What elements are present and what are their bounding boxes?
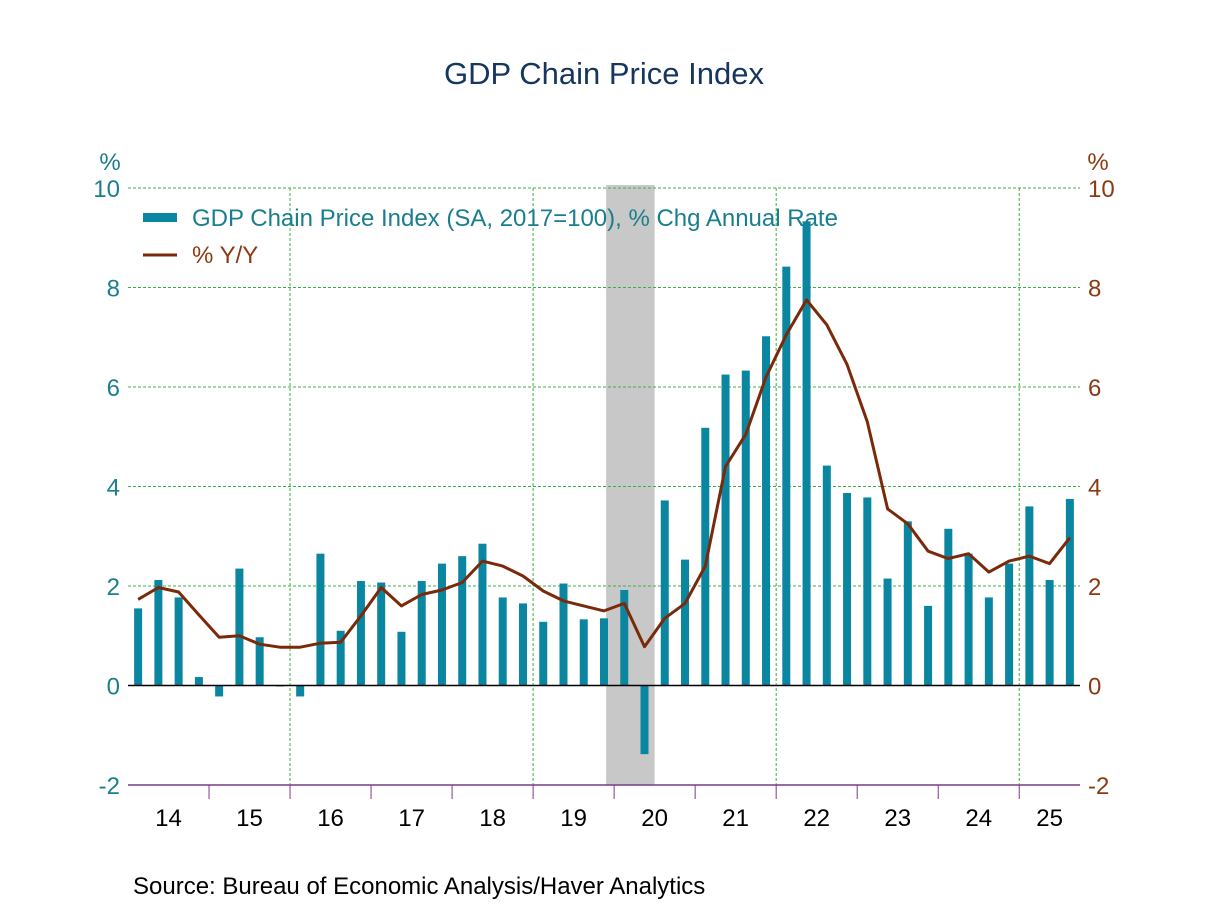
bar xyxy=(600,618,608,686)
bar xyxy=(741,370,750,686)
x-axis-tick-label: 19 xyxy=(560,805,587,832)
bar xyxy=(1065,498,1074,686)
bar xyxy=(356,581,365,686)
legend-label-bars: GDP Chain Price Index (SA, 2017=100), % … xyxy=(192,205,838,232)
bar xyxy=(296,685,305,697)
bar xyxy=(579,619,588,686)
bar xyxy=(539,621,548,686)
bar xyxy=(701,427,710,686)
bar xyxy=(924,605,933,686)
right-axis-tick-label: 8 xyxy=(1088,276,1101,303)
right-axis-tick-label: 6 xyxy=(1088,375,1101,402)
right-axis-unit: % xyxy=(1087,149,1108,176)
bar xyxy=(316,553,325,686)
chart-title: GDP Chain Price Index xyxy=(444,56,764,91)
bar xyxy=(336,630,345,686)
bar xyxy=(802,221,811,686)
bar xyxy=(437,563,446,686)
left-axis-tick-label: 4 xyxy=(107,475,120,502)
left-axis-tick-label: 2 xyxy=(107,574,120,601)
bar xyxy=(620,589,629,686)
right-axis-tick-label: -2 xyxy=(1088,773,1109,800)
x-axis-tick-label: 23 xyxy=(884,805,911,832)
x-axis-tick-label: 15 xyxy=(236,805,263,832)
bar xyxy=(1045,580,1054,686)
bar xyxy=(194,677,203,686)
x-axis-tick-label: 24 xyxy=(965,805,992,832)
bar xyxy=(559,583,568,686)
right-axis-tick-label: 0 xyxy=(1088,674,1101,701)
bar xyxy=(1005,563,1014,686)
bar xyxy=(944,528,953,686)
bar xyxy=(660,500,669,686)
bar xyxy=(215,685,224,697)
bar xyxy=(1025,506,1034,686)
x-axis-tick-label: 20 xyxy=(641,805,668,832)
source-note: Source: Bureau of Economic Analysis/Have… xyxy=(133,873,705,900)
bar xyxy=(417,581,426,686)
left-axis-tick-label: 8 xyxy=(107,276,120,303)
left-axis-tick-label: 10 xyxy=(93,176,120,203)
bar xyxy=(883,578,892,686)
x-axis-tick-label: 25 xyxy=(1036,805,1063,832)
bar xyxy=(478,543,487,686)
x-axis-tick-label: 18 xyxy=(479,805,506,832)
right-axis-tick-label: 4 xyxy=(1088,475,1101,502)
legend-label-line: % Y/Y xyxy=(192,242,258,269)
x-axis-tick-label: 22 xyxy=(803,805,830,832)
legend: GDP Chain Price Index (SA, 2017=100), % … xyxy=(143,205,838,269)
x-axis-tick-label: 21 xyxy=(722,805,749,832)
bar xyxy=(721,374,730,686)
bar xyxy=(397,631,406,686)
bar xyxy=(681,559,690,686)
left-axis-tick-label: 0 xyxy=(107,674,120,701)
bar xyxy=(154,580,163,686)
bar xyxy=(640,685,649,755)
left-axis-unit: % xyxy=(99,149,120,176)
x-axis-tick-label: 16 xyxy=(317,805,344,832)
left-axis-tick-label: -2 xyxy=(99,773,120,800)
bar xyxy=(863,497,872,686)
bar xyxy=(782,266,791,686)
bar xyxy=(235,568,244,686)
bar xyxy=(903,521,912,686)
x-axis-tick-label: 14 xyxy=(155,805,182,832)
bar xyxy=(518,603,527,686)
right-axis-tick-label: 2 xyxy=(1088,574,1101,601)
bar xyxy=(498,597,507,686)
bar xyxy=(174,597,183,686)
left-axis-tick-label: 6 xyxy=(107,375,120,402)
bar xyxy=(377,582,386,686)
right-axis-tick-label: 10 xyxy=(1088,176,1115,203)
bar xyxy=(255,637,264,686)
bar xyxy=(822,465,831,686)
yoy-line xyxy=(137,298,1072,649)
legend-bar-swatch xyxy=(143,213,177,222)
bar xyxy=(134,608,143,686)
bar xyxy=(762,336,771,686)
bar xyxy=(984,597,993,686)
bar xyxy=(964,553,973,686)
bar xyxy=(843,492,852,686)
bar xyxy=(458,556,467,686)
x-axis-tick-label: 17 xyxy=(398,805,425,832)
